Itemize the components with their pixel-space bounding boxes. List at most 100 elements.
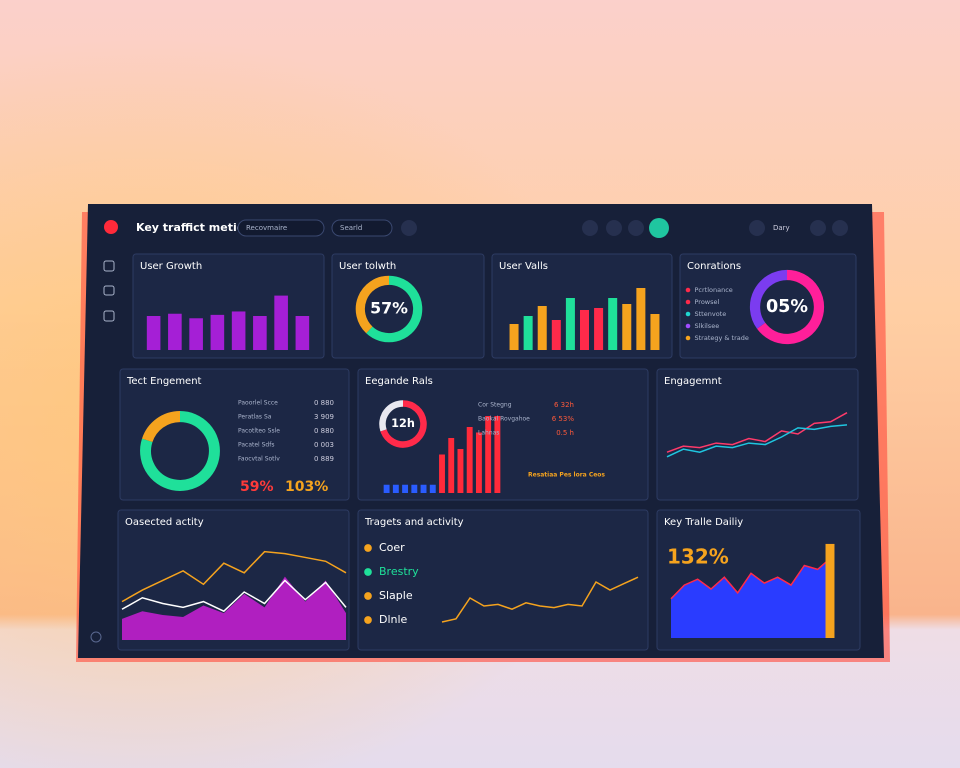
item-label: Sttenvote xyxy=(695,310,727,318)
range-text[interactable]: Dary xyxy=(773,224,790,232)
bar xyxy=(475,432,482,493)
bar xyxy=(448,438,455,493)
panel-title: Conrations xyxy=(687,261,741,272)
app-title: Key traffict metics xyxy=(136,221,250,234)
bar xyxy=(295,316,310,350)
bar xyxy=(210,314,225,350)
icon-button[interactable] xyxy=(749,220,765,236)
bar xyxy=(485,416,492,493)
note: 132% xyxy=(667,545,729,569)
line xyxy=(666,412,848,453)
row-value: 0 880 xyxy=(314,427,334,435)
bar xyxy=(594,308,604,350)
bar xyxy=(650,314,660,350)
row-value: 3 909 xyxy=(314,413,334,421)
panel-title: Tect Engement xyxy=(126,376,202,387)
line xyxy=(121,550,347,603)
sidebar-icon[interactable] xyxy=(103,285,115,296)
bar xyxy=(457,449,464,493)
panel-title: User Valls xyxy=(499,261,548,272)
icon-button[interactable] xyxy=(582,220,598,236)
note: 103% xyxy=(285,479,328,495)
icon-button[interactable] xyxy=(628,220,644,236)
filter-text: Searld xyxy=(340,224,362,232)
sidebar-icon[interactable] xyxy=(90,631,102,643)
sidebar-icon[interactable] xyxy=(103,310,115,322)
donut-label: 05% xyxy=(766,297,808,317)
bar xyxy=(189,318,203,350)
donut-segment xyxy=(140,411,220,491)
item-label: Coer xyxy=(379,541,405,554)
area xyxy=(122,576,346,640)
item-dot xyxy=(685,323,691,329)
panel-title: Key Tralle Dailiy xyxy=(664,517,743,528)
bar xyxy=(168,313,182,350)
item-dot xyxy=(685,311,691,317)
panel-title: Engagemnt xyxy=(664,376,722,387)
line xyxy=(441,576,639,623)
row-label: Paoorlel Scce xyxy=(238,400,278,407)
menu-button[interactable] xyxy=(832,220,848,236)
bar xyxy=(565,298,575,350)
bar xyxy=(420,484,427,493)
donut-label: 57% xyxy=(370,299,408,318)
item-label: Brestry xyxy=(379,565,419,578)
bar xyxy=(579,310,590,350)
bar xyxy=(622,304,632,350)
donut-segment xyxy=(749,269,788,329)
row-value: 0.5 h xyxy=(556,429,574,437)
bar xyxy=(429,484,436,493)
panel xyxy=(357,509,649,651)
bar xyxy=(537,306,547,350)
search-box[interactable] xyxy=(237,219,325,237)
bar xyxy=(636,288,646,350)
row-value: 0 880 xyxy=(314,399,334,407)
panel xyxy=(119,368,350,501)
sidebar-icon[interactable] xyxy=(103,260,115,272)
logo xyxy=(104,220,118,234)
bar xyxy=(439,454,445,493)
bar xyxy=(383,484,390,493)
item-dot xyxy=(685,335,691,341)
item-dot xyxy=(364,616,372,624)
panel-title: Eegande Rals xyxy=(365,376,433,387)
panel-title: Tragets and activity xyxy=(364,517,464,528)
bar xyxy=(551,320,561,350)
panel-title: User tolwth xyxy=(339,261,396,272)
icon-button[interactable] xyxy=(649,218,669,238)
bar xyxy=(608,298,618,350)
row-label: Lahnas xyxy=(478,430,499,437)
donut-label: 12h xyxy=(391,417,415,430)
row-label: Peratlas Sa xyxy=(238,414,272,421)
note: 59% xyxy=(240,479,274,495)
bar xyxy=(494,416,501,493)
item-label: Pcrtlonance xyxy=(695,286,733,294)
item-label: Prowsel xyxy=(695,298,720,306)
item-dot xyxy=(364,592,372,600)
bar xyxy=(411,484,418,493)
bar xyxy=(146,316,161,350)
line xyxy=(670,557,832,600)
donut-segment xyxy=(379,400,404,432)
item-label: Dlnle xyxy=(379,613,408,626)
icon-button[interactable] xyxy=(401,220,417,236)
donut-segment xyxy=(142,411,181,443)
bar xyxy=(253,316,267,350)
bar xyxy=(509,324,519,350)
row-label: Pacatel Sdfs xyxy=(238,442,274,449)
filter-box[interactable] xyxy=(331,219,393,237)
icon-button[interactable] xyxy=(810,220,826,236)
item-label: Strategy & trade xyxy=(695,334,749,342)
row-value: 6 53% xyxy=(552,415,575,423)
item-dot xyxy=(685,299,691,305)
note: Resatiaa Pes lora Ceos xyxy=(528,472,605,479)
row-value: 6 32h xyxy=(554,401,574,409)
row-label: Baokal Rovgahoe xyxy=(478,416,530,423)
panel-title: Oasected actity xyxy=(125,517,204,528)
icon-button[interactable] xyxy=(606,220,622,236)
donut-segment xyxy=(756,269,825,345)
donut-segment xyxy=(355,275,390,334)
donut-segment xyxy=(366,275,423,343)
